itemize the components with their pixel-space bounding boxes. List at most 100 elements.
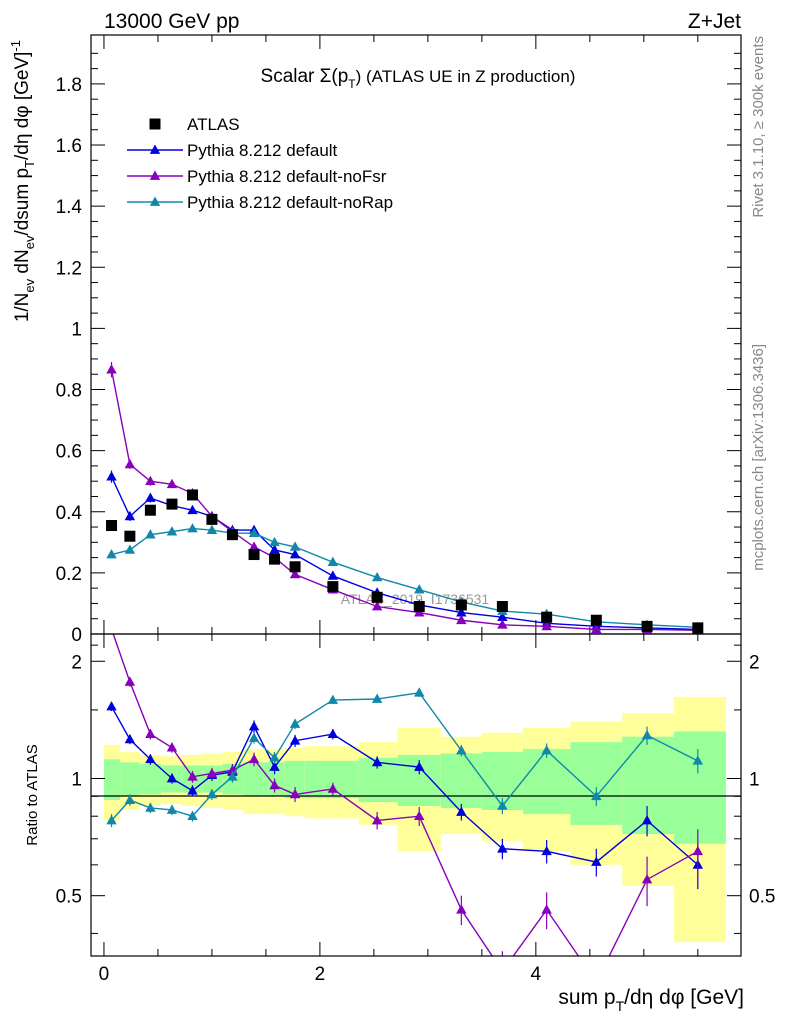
ratio-point — [124, 733, 136, 744]
main-axis-ticks: 0 0.2 0.4 0.6 0.8 1 1.2 1.4 1.6 1.8 — [56, 35, 741, 646]
ratio-point — [692, 845, 704, 856]
data-point — [124, 458, 136, 469]
ratio-frame — [90, 633, 742, 957]
data-point — [248, 527, 260, 537]
data-point — [206, 513, 218, 525]
ratio-point — [206, 767, 218, 778]
ratio-point — [206, 788, 218, 799]
main-y-tick-label: 0.2 — [56, 564, 82, 585]
main-y-tick-label: 1.2 — [56, 258, 82, 279]
ratio-series-pythia-8-212-default — [106, 701, 704, 890]
energy-label: 13000 GeV pp — [104, 10, 239, 33]
data-point — [166, 498, 178, 510]
ratio-point — [641, 729, 653, 740]
title-prefix: Scalar Σ(p — [261, 66, 349, 87]
ratio-series-pythia-8-212-default-nofsr — [106, 624, 704, 956]
data-point — [455, 599, 467, 611]
data-point — [166, 526, 178, 536]
data-point — [187, 523, 198, 533]
ylabel-b: dN — [12, 249, 33, 279]
data-point — [692, 622, 704, 634]
ratio-series-layer — [106, 624, 704, 956]
ratio-point — [166, 772, 178, 783]
ratio-y-tick-label: 0.5 — [56, 887, 82, 908]
ratio-point — [497, 843, 508, 853]
xlabel-a-sub: T — [616, 998, 625, 1014]
data-point — [269, 553, 281, 565]
main-y-tick-label: 0.4 — [56, 503, 83, 524]
ratio-point — [414, 810, 425, 821]
ratio-y-tick-label-right: 1 — [749, 769, 760, 790]
legend-marker — [149, 144, 161, 154]
process-label: Z+Jet — [688, 10, 741, 33]
series-atlas-data — [106, 489, 704, 634]
data-point — [289, 568, 301, 579]
mcplots-label: mcplots.cern.ch [arXiv:1306.3436] — [750, 344, 767, 571]
data-point — [289, 541, 301, 551]
data-point — [124, 530, 136, 542]
data-point — [269, 544, 280, 554]
main-series-layer — [106, 362, 704, 634]
ylabel-c-sub: T — [22, 160, 37, 168]
ratio-point — [456, 904, 467, 914]
data-point — [327, 581, 339, 593]
data-point — [413, 600, 425, 612]
ratio-point — [541, 744, 552, 755]
x-tick-label: 0 — [99, 964, 110, 985]
ratio-point — [371, 693, 383, 703]
stat-uncertainty-band — [103, 759, 121, 801]
legend-item: Pythia 8.212 default-noRap — [127, 193, 393, 212]
ratio-point — [187, 785, 198, 795]
ratio-point — [124, 676, 136, 686]
data-point — [641, 620, 653, 632]
data-point — [106, 471, 117, 481]
stat-uncertainty-band — [522, 749, 571, 815]
ratio-point — [145, 728, 156, 738]
ratio-point — [269, 752, 280, 762]
xlabel-a: sum p — [558, 986, 615, 1009]
ylabel-b-sub: ev — [22, 235, 37, 249]
ratio-point — [456, 806, 467, 816]
x-tick-label: 4 — [531, 964, 542, 985]
main-y-tick-label: 1.6 — [56, 136, 82, 157]
ylabel-c: /dsum p — [12, 168, 33, 236]
title-suffix: ) (ATLAS UE in Z production) — [356, 67, 576, 86]
ratio-point — [248, 732, 260, 742]
ratio-series-pythia-8-212-default-norap — [106, 687, 704, 828]
stat-uncertainty-band — [139, 763, 162, 795]
x-tick-label: 2 — [315, 964, 326, 985]
data-point — [541, 611, 553, 623]
ylabel-a: 1/N — [12, 293, 33, 323]
data-point — [371, 571, 383, 582]
legend-marker — [149, 118, 161, 130]
data-point — [327, 570, 339, 580]
ratio-y-axis-label: Ratio to ATLAS — [24, 744, 41, 845]
data-point — [497, 619, 508, 629]
data-point — [541, 620, 552, 631]
data-point — [327, 556, 339, 567]
stat-uncertainty-band — [674, 731, 726, 844]
ylabel-a-sub: ev — [22, 278, 37, 292]
ratio-point — [248, 720, 260, 731]
ratio-point — [327, 728, 339, 738]
legend-item: Pythia 8.212 default — [127, 141, 338, 160]
ratio-panel: 0 2 4 0.5 0.5 1 1 2 2 Ratio to ATLAS sum pT/dη d… — [24, 624, 775, 1014]
ratio-point — [456, 744, 467, 755]
x-axis-label: sum pT/dη dφ [GeV] — [558, 986, 744, 1014]
ratio-point — [187, 810, 198, 821]
legend-item: Pythia 8.212 default-noFsr — [127, 167, 387, 186]
data-point — [289, 549, 301, 559]
legend-label: ATLAS — [187, 115, 240, 134]
ratio-point — [106, 624, 116, 633]
data-point — [456, 607, 467, 617]
stat-uncertainty-band — [440, 753, 482, 808]
series-pythia-8-212-default-norap — [106, 523, 704, 632]
data-point — [145, 529, 156, 539]
main-y-tick-label: 0 — [71, 625, 82, 646]
data-point — [226, 529, 238, 541]
ratio-point — [166, 804, 178, 814]
ratio-point — [541, 845, 552, 856]
ratio-y-tick-label-right: 0.5 — [749, 887, 775, 908]
ratio-point — [187, 771, 198, 781]
ylabel-d: /dη dφ [GeV] — [12, 52, 33, 160]
